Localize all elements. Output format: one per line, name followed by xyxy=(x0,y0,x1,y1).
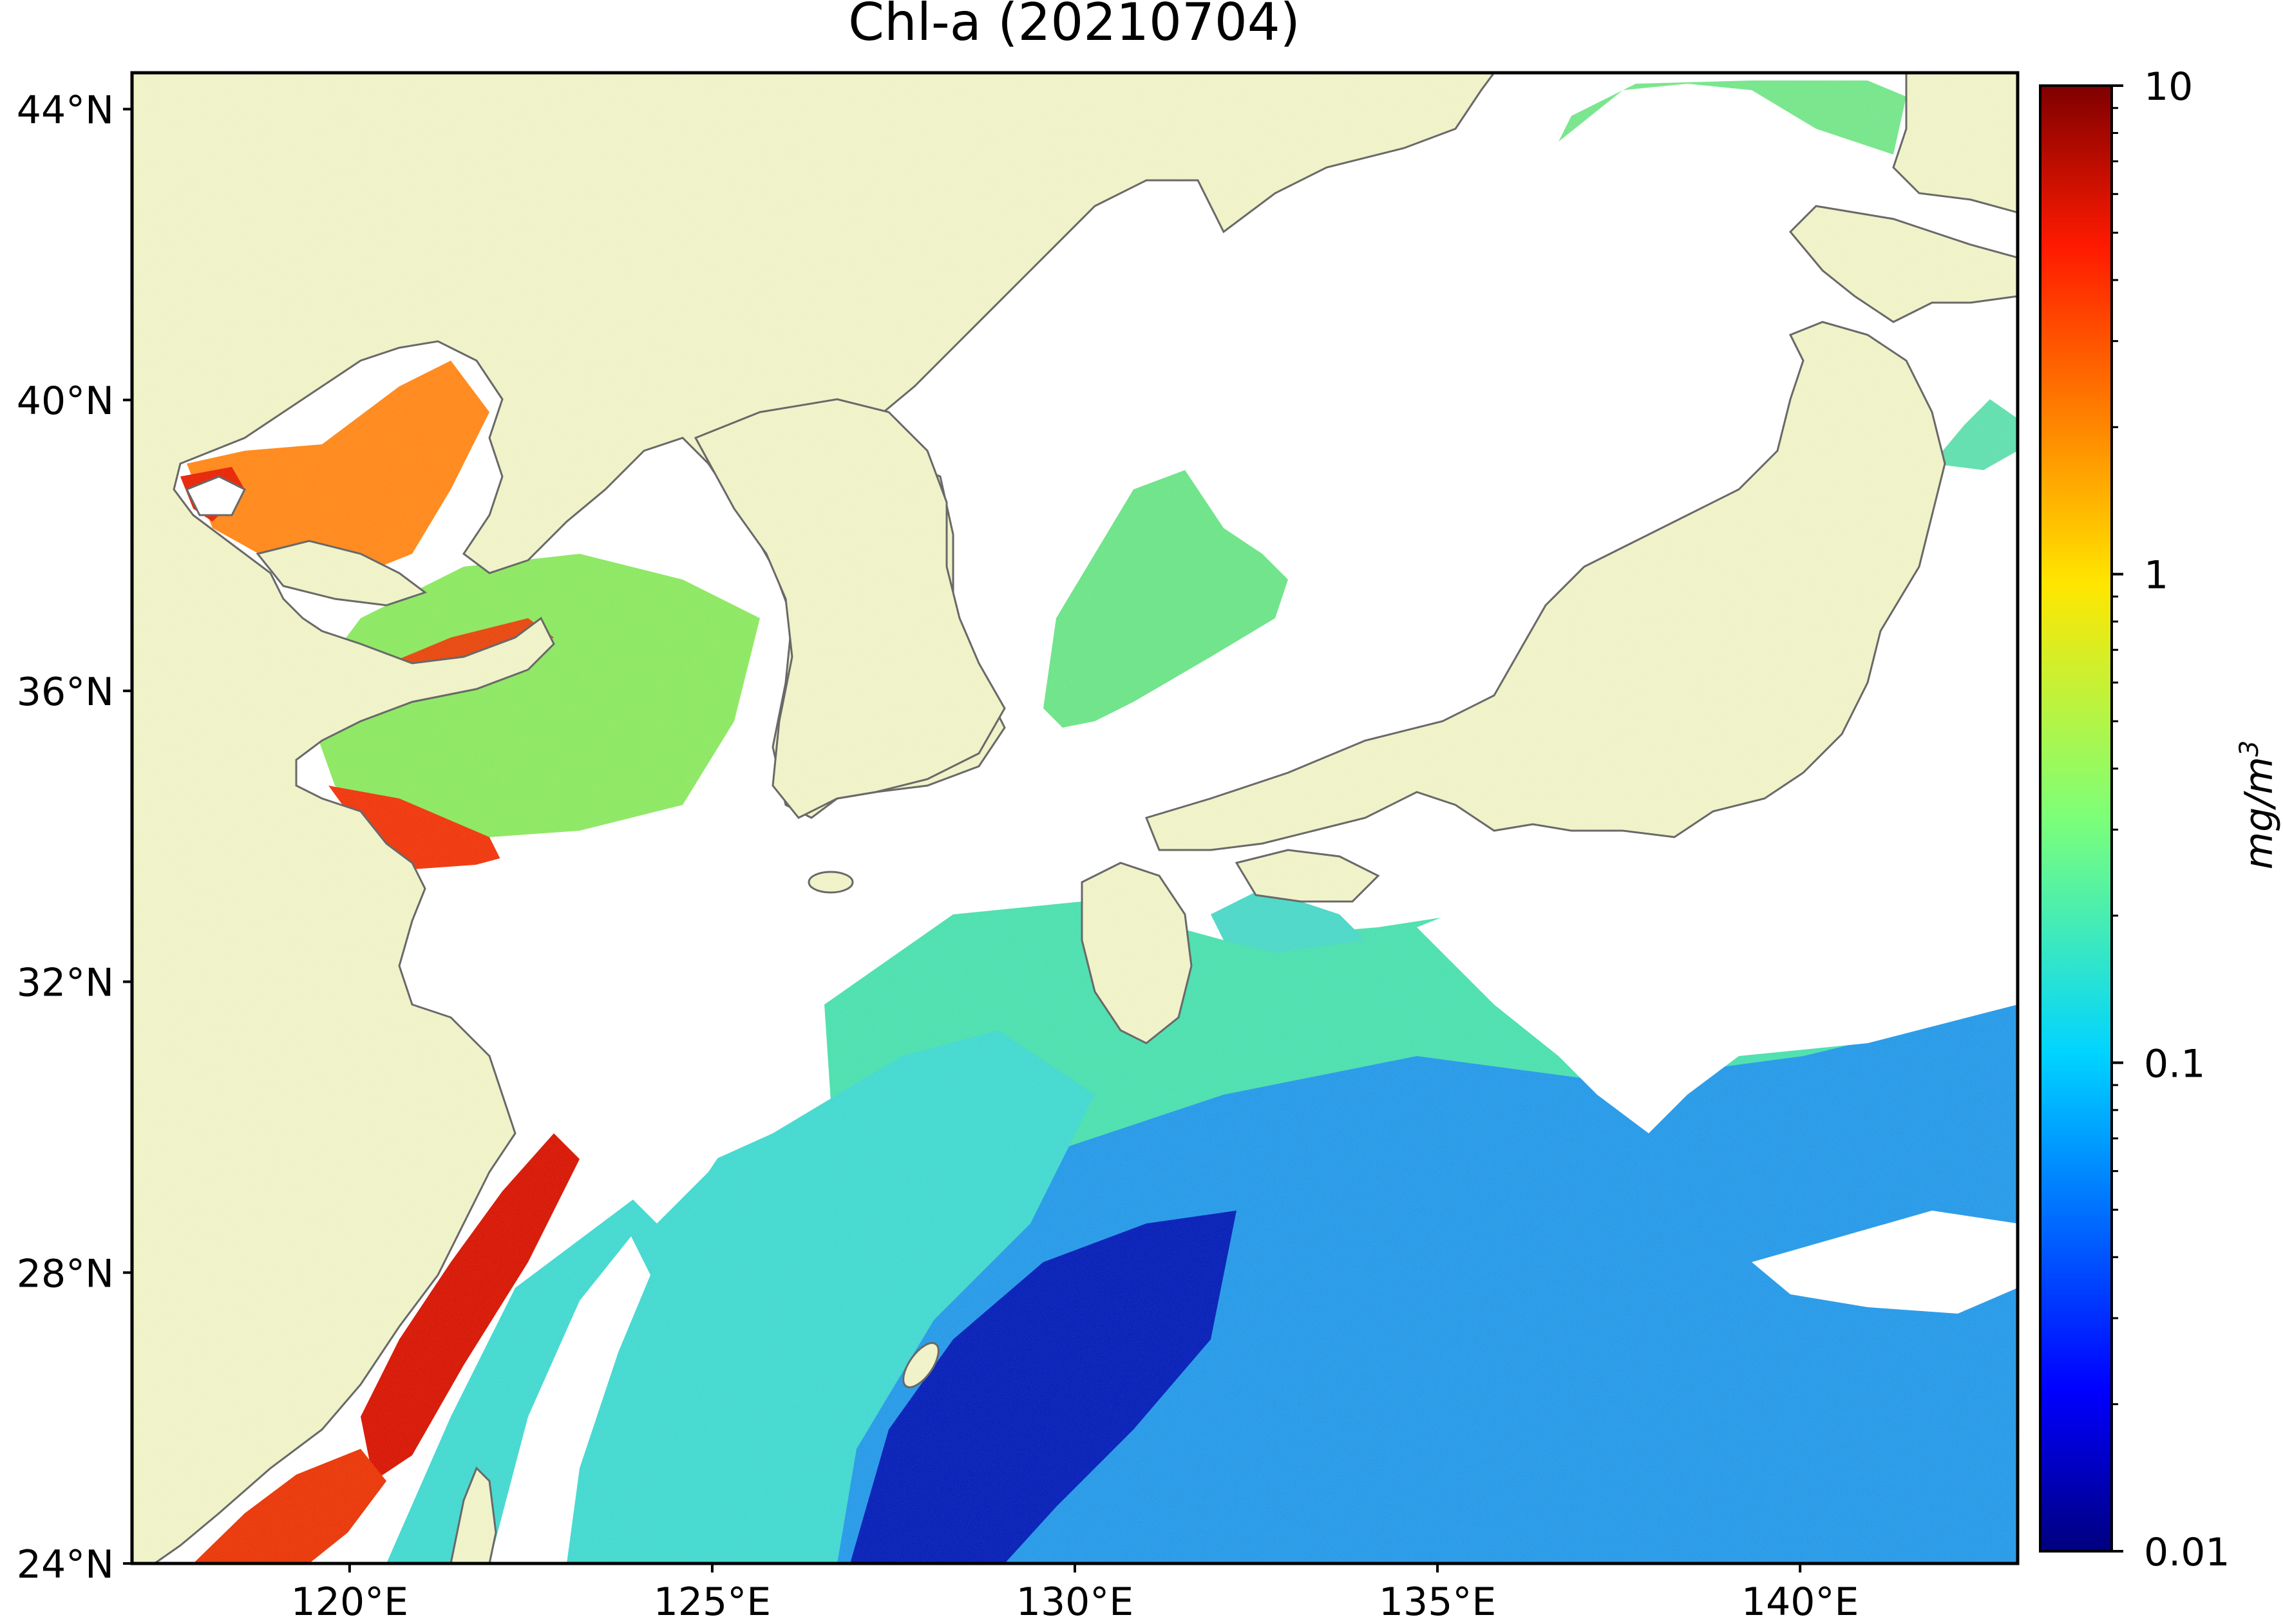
lat-tick-label: 28°N xyxy=(17,1251,114,1296)
lon-tick-label: 135°E xyxy=(1379,1580,1496,1624)
satellite-speckle-texture xyxy=(132,73,2018,1563)
colorbar-label: mg/m3 xyxy=(2235,741,2282,870)
lon-tick-label: 140°E xyxy=(1741,1580,1859,1624)
colorbar: 0.01 0.1 1 10 mg/m3 xyxy=(2039,64,2282,1575)
map-plot-area xyxy=(132,73,2018,1563)
lon-tick-label: 130°E xyxy=(1016,1580,1133,1624)
lat-tick-label: 32°N xyxy=(17,961,114,1006)
lat-tick-label: 36°N xyxy=(17,670,114,715)
colorbar-gradient xyxy=(2039,84,2113,1553)
colorbar-tick-label: 10 xyxy=(2144,64,2193,109)
colorbar-label-superscript: 3 xyxy=(2235,741,2264,757)
lon-tick-label: 120°E xyxy=(291,1580,408,1624)
colorbar-tick-label: 1 xyxy=(2144,553,2168,598)
longitude-axis: 120°E 125°E 130°E 135°E 140°E xyxy=(291,1563,1859,1624)
colorbar-tick-label: 0.1 xyxy=(2144,1041,2205,1086)
lat-tick-label: 40°N xyxy=(17,379,114,424)
colorbar-ticks: 0.01 0.1 1 10 xyxy=(2112,64,2230,1575)
colorbar-tick-label: 0.01 xyxy=(2144,1530,2230,1575)
lat-tick-label: 44°N xyxy=(17,88,114,133)
lon-tick-label: 125°E xyxy=(654,1580,771,1624)
colorbar-label-unit: mg/m xyxy=(2237,757,2282,869)
latitude-axis: 24°N 28°N 32°N 36°N 40°N 44°N xyxy=(17,88,132,1587)
map-title: Chl-a (20210704) xyxy=(848,0,1300,52)
lat-tick-label: 24°N xyxy=(17,1542,114,1587)
